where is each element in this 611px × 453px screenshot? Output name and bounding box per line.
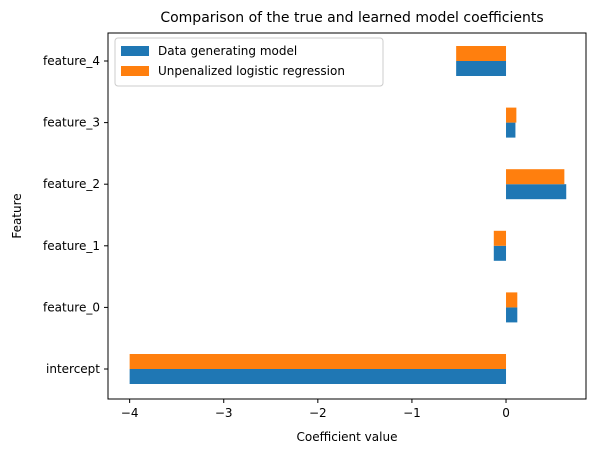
x-tick-label: −2 (309, 406, 327, 420)
y-tick-label-intercept: intercept (46, 362, 100, 376)
legend-box (114, 37, 384, 87)
bar-unpenalized-feature_2 (506, 169, 565, 185)
legend-swatch-data-generating (121, 46, 149, 56)
y-tick-label-feature_4: feature_4 (43, 54, 100, 68)
chart-title: Comparison of the true and learned model… (160, 10, 543, 26)
legend-swatch-unpenalized (121, 66, 149, 76)
x-axis-label: Coefficient value (297, 430, 398, 444)
bar-unpenalized-feature_0 (506, 292, 518, 308)
bar-unpenalized-feature_4 (456, 46, 507, 61)
bar-data-generating-feature_0 (506, 307, 518, 323)
y-tick-label-feature_1: feature_1 (43, 239, 100, 253)
bar-data-generating-intercept (129, 369, 507, 384)
bar-unpenalized-feature_1 (493, 230, 507, 246)
bar-data-generating-feature_4 (456, 61, 507, 76)
legend-label-data-generating: Data generating model (158, 44, 297, 58)
bar-data-generating-feature_3 (506, 122, 516, 138)
x-tick-label: 0 (502, 406, 510, 420)
bar-unpenalized-feature_3 (506, 107, 517, 123)
y-tick-label-feature_2: feature_2 (43, 177, 100, 191)
bar-data-generating-feature_1 (493, 245, 507, 261)
y-tick-label-feature_3: feature_3 (43, 116, 100, 130)
y-axis-label: Feature (10, 193, 24, 238)
bar-unpenalized-intercept (129, 354, 507, 369)
y-tick-label-feature_0: feature_0 (43, 300, 100, 314)
plot-frame (107, 32, 587, 400)
legend-label-unpenalized: Unpenalized logistic regression (158, 64, 345, 78)
x-tick-label: −1 (403, 406, 421, 420)
x-tick-label: −4 (121, 406, 139, 420)
x-tick-label: −3 (215, 406, 233, 420)
bar-data-generating-feature_2 (506, 184, 567, 200)
